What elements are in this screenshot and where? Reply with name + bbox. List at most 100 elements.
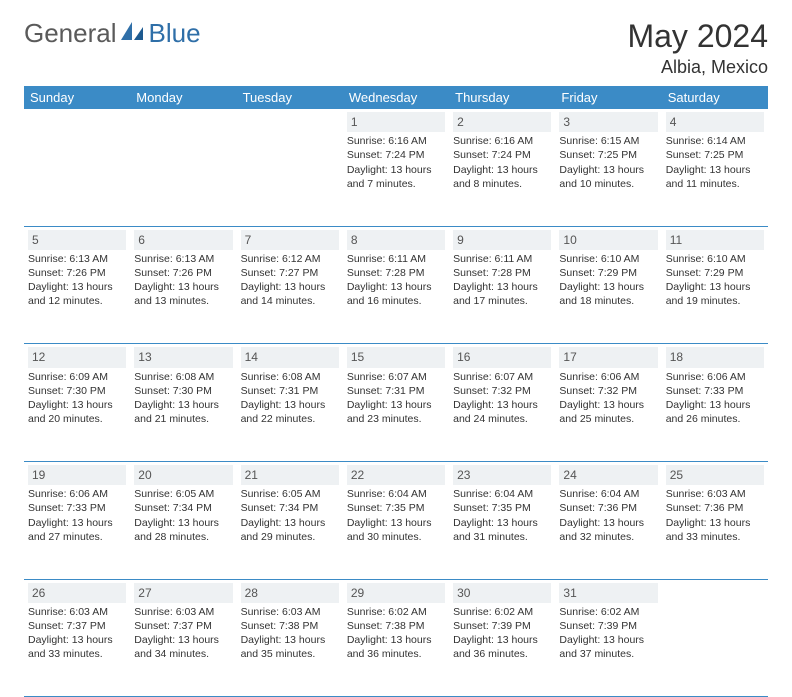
day-info-line: and 21 minutes. [134, 412, 232, 426]
day-info-line: Daylight: 13 hours [666, 163, 764, 177]
day-cell: Sunrise: 6:04 AMSunset: 7:35 PMDaylight:… [343, 487, 449, 579]
day-info-line: Daylight: 13 hours [134, 280, 232, 294]
day-info-line: Sunrise: 6:05 AM [134, 487, 232, 501]
day-info-line: Daylight: 13 hours [241, 280, 339, 294]
day-number-cell: 7 [237, 226, 343, 252]
day-info-line: Sunrise: 6:09 AM [28, 370, 126, 384]
day-info-line: Sunset: 7:25 PM [666, 148, 764, 162]
day-number: 10 [559, 230, 657, 250]
day-cell [130, 134, 236, 226]
day-number: 28 [241, 583, 339, 603]
week-daynum-row: 567891011 [24, 226, 768, 252]
day-info-line: Daylight: 13 hours [241, 398, 339, 412]
day-info-line: Sunrise: 6:06 AM [559, 370, 657, 384]
day-info-line: Daylight: 13 hours [559, 633, 657, 647]
dayname: Saturday [662, 86, 768, 109]
day-info-line: Sunrise: 6:14 AM [666, 134, 764, 148]
day-info-line: and 31 minutes. [453, 530, 551, 544]
day-info-line: Sunrise: 6:06 AM [28, 487, 126, 501]
day-info-line: and 36 minutes. [347, 647, 445, 661]
day-info-line: Sunset: 7:29 PM [666, 266, 764, 280]
day-info-line: Daylight: 13 hours [666, 516, 764, 530]
day-info-line: Daylight: 13 hours [241, 516, 339, 530]
day-info-line: Daylight: 13 hours [134, 516, 232, 530]
day-number-cell [237, 109, 343, 134]
day-info-line: Sunset: 7:24 PM [347, 148, 445, 162]
day-info-line: Sunrise: 6:13 AM [28, 252, 126, 266]
day-number-cell: 20 [130, 462, 236, 488]
day-info-line: Sunset: 7:31 PM [347, 384, 445, 398]
day-number-cell: 5 [24, 226, 130, 252]
day-cell: Sunrise: 6:11 AMSunset: 7:28 PMDaylight:… [343, 252, 449, 344]
day-info-line: Sunrise: 6:07 AM [347, 370, 445, 384]
day-info-line: Daylight: 13 hours [559, 516, 657, 530]
day-info-line: Sunrise: 6:16 AM [453, 134, 551, 148]
day-number: 9 [453, 230, 551, 250]
day-info-line: and 18 minutes. [559, 294, 657, 308]
day-cell: Sunrise: 6:13 AMSunset: 7:26 PMDaylight:… [24, 252, 130, 344]
day-number: 30 [453, 583, 551, 603]
dayname: Sunday [24, 86, 130, 109]
day-cell: Sunrise: 6:03 AMSunset: 7:37 PMDaylight:… [24, 605, 130, 697]
day-info-line: and 36 minutes. [453, 647, 551, 661]
day-number-cell: 28 [237, 579, 343, 605]
day-cell: Sunrise: 6:16 AMSunset: 7:24 PMDaylight:… [449, 134, 555, 226]
day-info-line: Sunrise: 6:15 AM [559, 134, 657, 148]
day-info-line: Sunset: 7:37 PM [28, 619, 126, 633]
day-info-line: Daylight: 13 hours [453, 398, 551, 412]
day-info-line: Sunrise: 6:13 AM [134, 252, 232, 266]
day-info-line: and 22 minutes. [241, 412, 339, 426]
day-info-line: Sunrise: 6:16 AM [347, 134, 445, 148]
day-info-line: Sunrise: 6:02 AM [347, 605, 445, 619]
day-cell: Sunrise: 6:04 AMSunset: 7:36 PMDaylight:… [555, 487, 661, 579]
day-info-line: Daylight: 13 hours [559, 280, 657, 294]
day-info-line: Sunset: 7:28 PM [453, 266, 551, 280]
day-info-line: Sunset: 7:39 PM [453, 619, 551, 633]
day-cell: Sunrise: 6:08 AMSunset: 7:31 PMDaylight:… [237, 370, 343, 462]
day-number-cell: 15 [343, 344, 449, 370]
day-cell: Sunrise: 6:06 AMSunset: 7:33 PMDaylight:… [24, 487, 130, 579]
day-info-line: Sunset: 7:24 PM [453, 148, 551, 162]
brand-name-part2: Blue [149, 18, 201, 49]
day-info-line: Sunrise: 6:12 AM [241, 252, 339, 266]
day-info-line: and 30 minutes. [347, 530, 445, 544]
day-number: 3 [559, 112, 657, 132]
day-info-line: Daylight: 13 hours [347, 280, 445, 294]
day-number-cell: 16 [449, 344, 555, 370]
day-number: 26 [28, 583, 126, 603]
day-number: 22 [347, 465, 445, 485]
day-number: 13 [134, 347, 232, 367]
day-info-line: and 7 minutes. [347, 177, 445, 191]
day-cell: Sunrise: 6:10 AMSunset: 7:29 PMDaylight:… [555, 252, 661, 344]
day-number [241, 112, 339, 132]
day-info-line: and 27 minutes. [28, 530, 126, 544]
day-info-line: Daylight: 13 hours [453, 280, 551, 294]
day-info-line: and 19 minutes. [666, 294, 764, 308]
dayname: Wednesday [343, 86, 449, 109]
week-content-row: Sunrise: 6:03 AMSunset: 7:37 PMDaylight:… [24, 605, 768, 697]
day-cell [237, 134, 343, 226]
day-number-cell: 31 [555, 579, 661, 605]
day-info-line: Daylight: 13 hours [134, 633, 232, 647]
day-number-cell: 22 [343, 462, 449, 488]
day-number: 15 [347, 347, 445, 367]
day-cell: Sunrise: 6:02 AMSunset: 7:38 PMDaylight:… [343, 605, 449, 697]
day-number-cell: 18 [662, 344, 768, 370]
day-number: 31 [559, 583, 657, 603]
week-content-row: Sunrise: 6:16 AMSunset: 7:24 PMDaylight:… [24, 134, 768, 226]
day-info-line: and 17 minutes. [453, 294, 551, 308]
day-cell: Sunrise: 6:05 AMSunset: 7:34 PMDaylight:… [130, 487, 236, 579]
day-number-cell: 19 [24, 462, 130, 488]
day-info-line: Sunset: 7:34 PM [134, 501, 232, 515]
day-info-line: Sunrise: 6:02 AM [559, 605, 657, 619]
day-info-line: and 13 minutes. [134, 294, 232, 308]
day-info-line: Sunset: 7:33 PM [666, 384, 764, 398]
day-info-line: Daylight: 13 hours [134, 398, 232, 412]
day-info-line: Sunset: 7:30 PM [134, 384, 232, 398]
day-number: 11 [666, 230, 764, 250]
day-info-line: Sunrise: 6:04 AM [347, 487, 445, 501]
day-info-line: Daylight: 13 hours [453, 163, 551, 177]
day-info-line: and 32 minutes. [559, 530, 657, 544]
day-cell: Sunrise: 6:06 AMSunset: 7:32 PMDaylight:… [555, 370, 661, 462]
day-info-line: Sunset: 7:37 PM [134, 619, 232, 633]
